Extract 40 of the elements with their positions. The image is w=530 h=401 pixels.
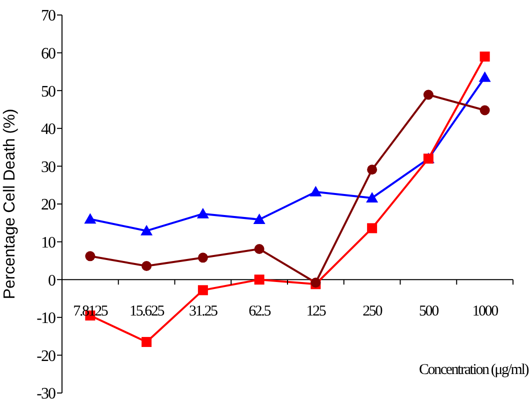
point	[254, 244, 264, 254]
point	[254, 274, 264, 285]
y-tick-label: -20	[36, 348, 56, 365]
x-tick-label: 62.5	[248, 304, 271, 320]
x-tick-label: 500	[418, 304, 439, 320]
y-tick-label: 50	[41, 83, 56, 100]
point	[478, 71, 491, 82]
point	[198, 252, 208, 263]
point	[480, 105, 490, 116]
x-tick-label: 125	[306, 304, 326, 320]
point	[423, 90, 434, 100]
point	[85, 251, 96, 262]
point	[196, 208, 209, 218]
x-tick-label: 1000	[472, 304, 498, 320]
y-tick-label: 0	[48, 272, 56, 290]
y-tick-label: 60	[41, 45, 56, 62]
y-tick-label: 20	[41, 196, 56, 214]
y-tick-label: 10	[41, 234, 56, 252]
y-axis-title: Percentage Cell Death (%)	[2, 108, 19, 300]
point	[367, 223, 378, 234]
y-tick-label: 30	[41, 158, 56, 176]
point	[310, 186, 322, 196]
point	[253, 214, 266, 224]
x-tick-label: 250	[362, 304, 382, 320]
y-tick-label: 40	[41, 121, 56, 138]
point	[367, 164, 378, 175]
y-tick-label: -10	[36, 310, 56, 328]
point	[142, 336, 152, 347]
y-tick-label: 70	[41, 8, 56, 25]
point	[142, 260, 152, 271]
y-tick-label: -30	[36, 386, 56, 401]
point	[198, 285, 208, 296]
x-axis-title: Concentration (μg/ml)	[418, 362, 528, 379]
point	[480, 52, 490, 62]
point	[366, 192, 378, 202]
point	[140, 224, 153, 236]
x-tick-label: 7.8125	[73, 304, 108, 320]
point	[84, 213, 96, 224]
x-tick-label: 15.625	[130, 304, 164, 320]
x-tick-label: 31.25	[189, 304, 218, 320]
